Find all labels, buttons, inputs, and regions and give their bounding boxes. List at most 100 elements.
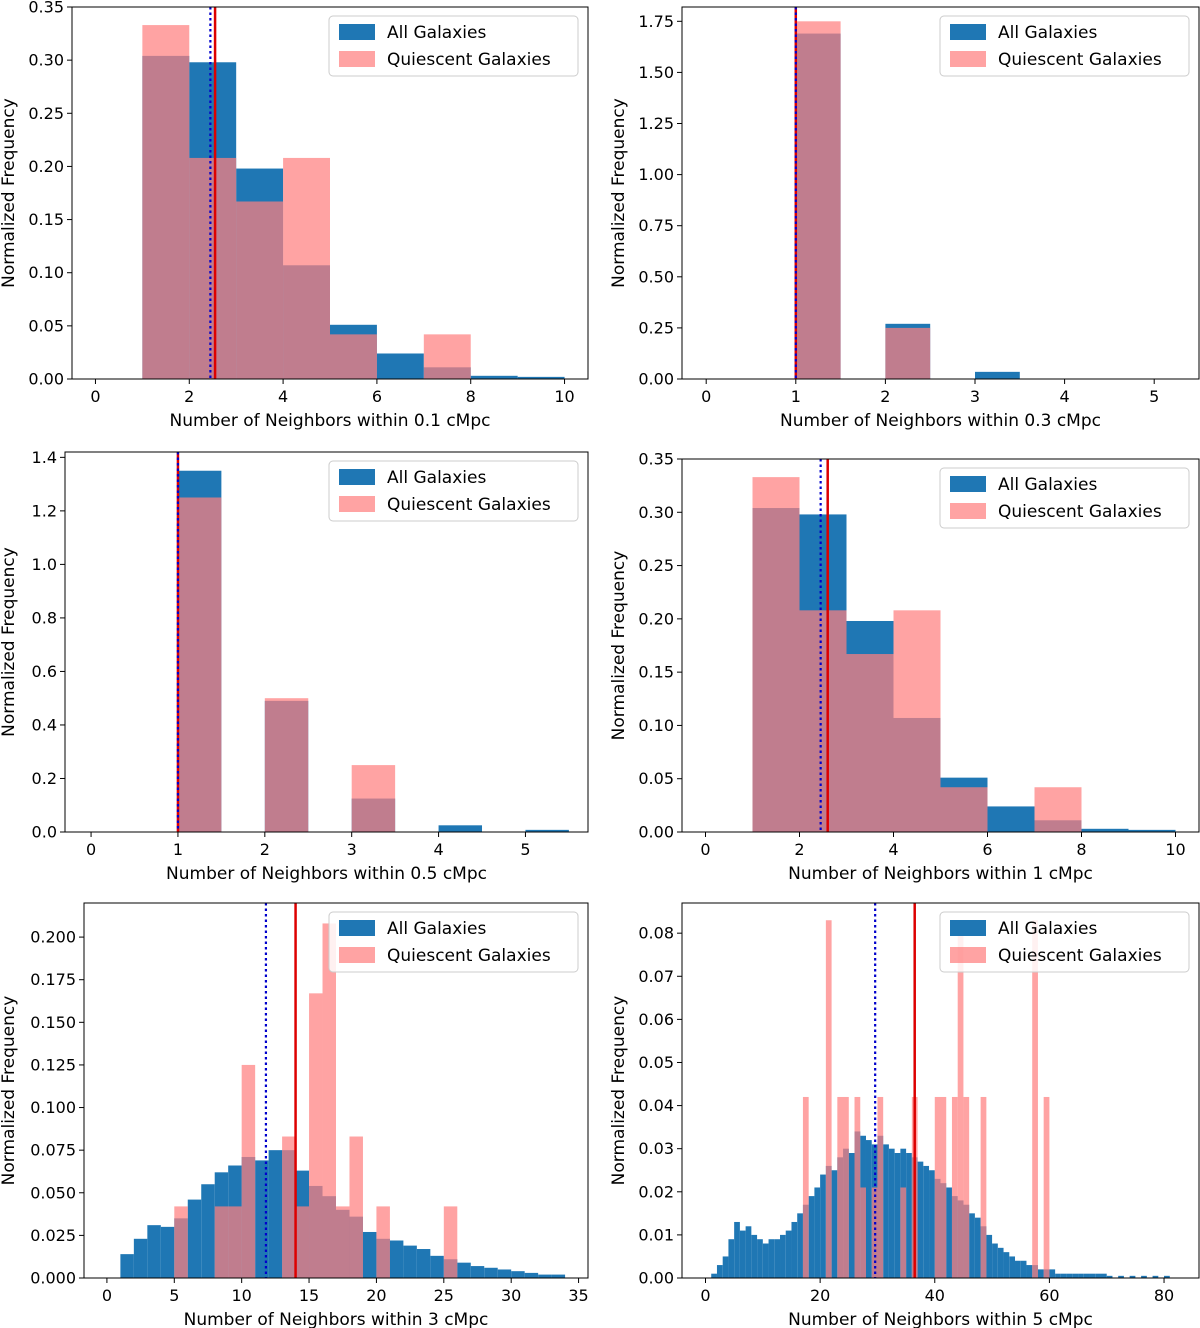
x-tick-label: 4 — [888, 840, 898, 859]
all-galaxies-bar — [974, 1217, 981, 1278]
legend-swatch-quiescent — [950, 51, 986, 67]
quiescent-galaxies-bar — [802, 1096, 809, 1278]
legend-swatch-quiescent — [950, 503, 986, 519]
y-tick-label: 0.125 — [30, 1055, 76, 1074]
axes-frame — [681, 458, 1200, 833]
all-galaxies-bar — [430, 1255, 444, 1278]
all-galaxies-bar — [831, 1170, 838, 1278]
y-tick-label: 0.08 — [638, 924, 674, 943]
all-galaxies-bar — [470, 375, 518, 379]
legend-label-quiescent: Quiescent Galaxies — [387, 50, 551, 70]
x-tick-label: 0 — [701, 387, 711, 406]
all-galaxies-bar — [1026, 1265, 1033, 1278]
all-galaxies-bar — [865, 1140, 872, 1278]
x-axis-label: Number of Neighbors within 1 cMpc — [788, 864, 1093, 884]
quiescent-galaxies-bar — [846, 654, 894, 832]
quiescent-galaxies-bar — [854, 1096, 861, 1278]
x-tick-label: 3 — [970, 387, 980, 406]
y-tick-label: 0.00 — [638, 1269, 674, 1288]
x-axis-label: Number of Neighbors within 0.1 cMpc — [170, 411, 491, 431]
y-tick-label: 0.05 — [638, 1053, 674, 1072]
y-axis-label: Normalized Frequency — [0, 996, 19, 1186]
all-galaxies-bar — [1152, 1275, 1159, 1278]
all-galaxies-bar — [969, 1213, 975, 1278]
y-tick-label: 0.075 — [30, 1141, 76, 1160]
legend-swatch-all — [339, 920, 375, 936]
quiescent-galaxies-bar — [309, 993, 323, 1278]
x-axis-label: Number of Neighbors within 3 cMpc — [184, 1310, 489, 1328]
legend-label-quiescent: Quiescent Galaxies — [998, 946, 1162, 966]
all-galaxies-bar — [1164, 1275, 1170, 1278]
all-galaxies-bar — [1037, 1269, 1044, 1278]
y-tick-label: 0.00 — [638, 370, 674, 389]
quiescent-galaxies-bar — [963, 1096, 970, 1278]
y-axis-label: Normalized Frequency — [0, 98, 19, 288]
legend-swatch-all — [339, 469, 375, 485]
all-galaxies-bar — [120, 1254, 134, 1278]
x-tick-label: 0 — [700, 840, 710, 859]
legend-label-all: All Galaxies — [387, 919, 486, 939]
all-galaxies-bar — [147, 1225, 161, 1278]
axes-frame — [64, 451, 589, 833]
legend-label-all: All Galaxies — [998, 23, 1097, 43]
legend-swatch-all — [339, 24, 375, 40]
x-tick-label: 1 — [791, 387, 801, 406]
x-tick-label: 15 — [299, 1286, 319, 1305]
legend-box — [328, 911, 579, 973]
legend-swatch-all — [950, 476, 986, 492]
x-tick-label: 8 — [466, 387, 476, 406]
legend-box — [328, 460, 579, 522]
quiescent-galaxies-bar — [295, 1206, 310, 1278]
quiescent-galaxies-bar — [752, 477, 800, 832]
all-galaxies-bar — [1066, 1273, 1073, 1278]
all-galaxies-bar — [1100, 1273, 1107, 1278]
quiescent-galaxies-bar — [376, 1206, 390, 1278]
legend-box — [328, 15, 579, 77]
all-galaxies-bar — [986, 1234, 993, 1278]
quiescent-galaxies-bar — [837, 1096, 849, 1278]
legend: All Galaxies Quiescent Galaxies — [328, 911, 579, 973]
all-galaxies-bar — [470, 1266, 485, 1278]
y-tick-label: 0.6 — [32, 662, 57, 681]
y-tick-label: 1.50 — [638, 63, 674, 82]
all-galaxies-bar — [728, 1239, 735, 1278]
legend-swatch-all — [950, 920, 986, 936]
axes-frame — [681, 6, 1200, 380]
histogram-panel-3cmpc: 0 5 10 15 20 25 30 35 0.000 0.025 0.050 0.075 0.100 0… — [0, 902, 589, 1328]
quiescent-galaxies-bar — [443, 1206, 458, 1278]
all-galaxies-bar — [820, 1174, 826, 1278]
quiescent-galaxies-bar — [228, 1206, 242, 1278]
all-galaxies-bar — [1083, 1273, 1090, 1278]
all-galaxies-bar — [946, 1187, 952, 1278]
all-galaxies-bar — [551, 1274, 566, 1278]
legend-box — [939, 15, 1190, 77]
x-tick-label: 0 — [86, 840, 96, 859]
x-axis-label: Number of Neighbors within 5 cMpc — [788, 1310, 1093, 1328]
quiescent-galaxies-bar — [241, 1064, 256, 1278]
quiescent-galaxies-bar — [322, 923, 336, 1278]
histogram-panel-1cmpc: 0 2 4 6 8 10 0.00 0.05 0.10 0.15 0.20 0.25 0.30 0.35 N… — [609, 450, 1200, 884]
histogram-panel-0.3cmpc: 0 1 2 3 4 5 0.00 0.25 0.50 0.75 1.00 1.25 1.50 1.75 Nu… — [609, 6, 1200, 431]
legend-box — [939, 911, 1190, 973]
all-galaxies-bar — [457, 1262, 471, 1278]
all-galaxies-bar — [716, 1265, 723, 1278]
axes-frame — [71, 6, 589, 380]
legend-label-quiescent: Quiescent Galaxies — [998, 50, 1162, 70]
y-tick-label: 1.75 — [638, 12, 674, 31]
y-tick-label: 0.20 — [28, 157, 64, 176]
all-galaxies-bar — [1055, 1273, 1061, 1278]
quiescent-galaxies-bar — [860, 1187, 866, 1278]
all-galaxies-bar — [524, 1272, 539, 1278]
legend: All Galaxies Quiescent Galaxies — [939, 467, 1190, 529]
all-galaxies-bar — [525, 829, 569, 832]
x-tick-label: 0 — [700, 1286, 710, 1305]
all-galaxies-bar — [975, 371, 1020, 379]
all-galaxies-bar — [722, 1256, 729, 1278]
x-axis-label: Number of Neighbors within 0.5 cMpc — [166, 864, 487, 884]
all-galaxies-bar — [376, 353, 424, 379]
y-tick-label: 0.2 — [32, 769, 57, 788]
y-tick-label: 1.0 — [32, 555, 57, 574]
all-galaxies-bar — [923, 1165, 930, 1278]
legend-label-all: All Galaxies — [387, 23, 486, 43]
histogram-panel-0.5cmpc: 0 1 2 3 4 5 0.0 0.2 0.4 0.6 0.8 1.0 1.2 1.4 Number of … — [0, 448, 589, 884]
